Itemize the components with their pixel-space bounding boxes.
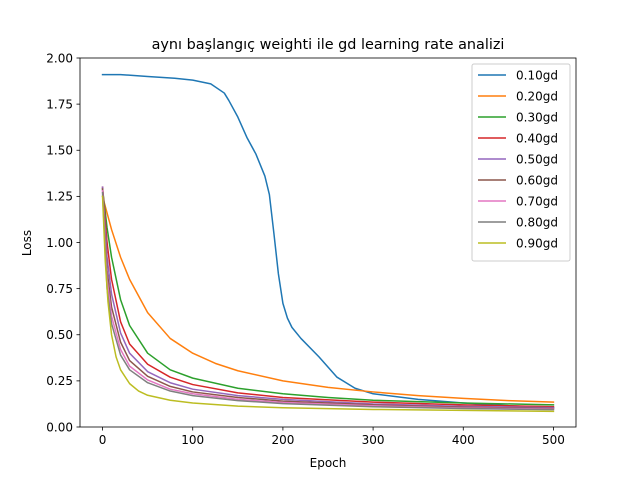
legend-label: 0.30gd xyxy=(516,110,558,124)
y-tick-label: 1.25 xyxy=(46,190,73,204)
y-tick-label: 1.00 xyxy=(46,236,73,250)
legend-label: 0.90gd xyxy=(516,236,558,250)
y-tick-label: 1.75 xyxy=(46,97,73,111)
legend-label: 0.60gd xyxy=(516,173,558,187)
y-tick-label: 0.75 xyxy=(46,282,73,296)
series-line-0-40gd xyxy=(101,186,555,408)
x-axis: 0 100 200 300 400 500 xyxy=(99,427,565,447)
x-tick-label: 200 xyxy=(271,433,294,447)
legend-label: 0.10gd xyxy=(516,68,558,82)
x-tick-label: 100 xyxy=(181,433,204,447)
y-axis: 0.00 0.25 0.50 0.75 1.00 1.25 1.50 1.75 2.00 xyxy=(46,51,80,434)
series-line-0-30gd xyxy=(101,188,555,406)
y-tick-label: 0.25 xyxy=(46,374,73,388)
x-tick-label: 0 xyxy=(99,433,107,447)
y-tick-label: 1.50 xyxy=(46,144,73,158)
series-line-0-80gd xyxy=(101,191,555,411)
legend-label: 0.80gd xyxy=(516,215,558,229)
series-line-0-90gd xyxy=(101,195,555,413)
y-axis-label: Loss xyxy=(20,230,34,256)
plot-area xyxy=(101,73,555,413)
chart-title: aynı başlangıç weighti ile gd learning r… xyxy=(152,37,505,53)
legend: 0.10gd 0.20gd 0.30gd 0.40gd 0.50gd 0.60gd 0.70… xyxy=(471,63,571,262)
series-line-0-20gd xyxy=(101,195,555,403)
legend-label: 0.70gd xyxy=(516,194,558,208)
x-axis-label: Epoch xyxy=(310,456,347,470)
legend-label: 0.50gd xyxy=(516,152,558,166)
y-tick-label: 0.50 xyxy=(46,328,73,342)
x-tick-label: 300 xyxy=(362,433,385,447)
series-line-0-50gd xyxy=(101,186,555,409)
series-line-0-70gd xyxy=(101,190,555,410)
x-tick-label: 400 xyxy=(452,433,475,447)
series-line-0-60gd xyxy=(101,188,555,410)
legend-label: 0.40gd xyxy=(516,131,558,145)
legend-label: 0.20gd xyxy=(516,89,558,103)
x-tick-label: 500 xyxy=(542,433,565,447)
legend-box xyxy=(471,63,571,262)
y-tick-label: 0.00 xyxy=(46,420,73,434)
y-tick-label: 2.00 xyxy=(46,51,73,65)
